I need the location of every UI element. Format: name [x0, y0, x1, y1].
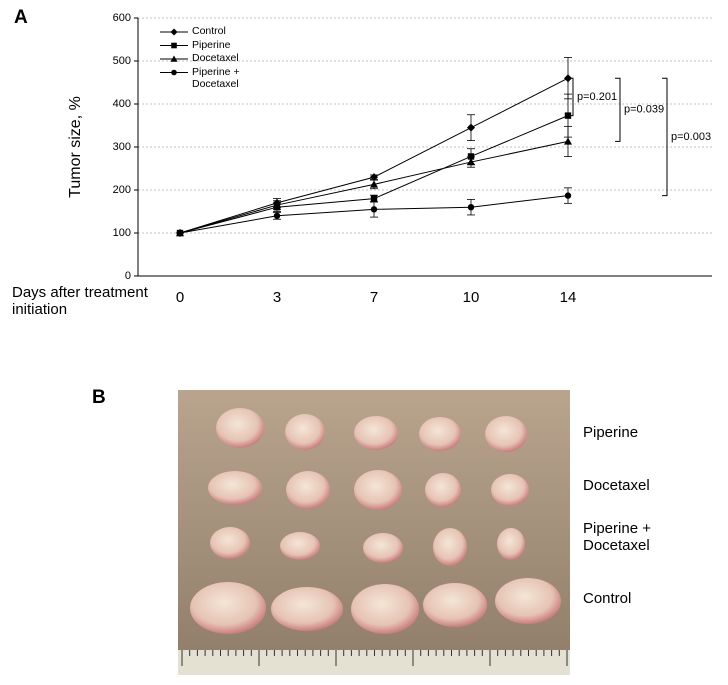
- marker: [370, 206, 378, 213]
- legend-label-box: Docetaxel: [192, 52, 239, 64]
- y-tick-label: 500: [113, 55, 131, 67]
- x-tick-label: 7: [370, 289, 378, 306]
- photo-row-label-box: Piperine + Docetaxel: [583, 520, 651, 555]
- marker: [467, 158, 475, 166]
- marker: [171, 69, 177, 76]
- bracket: [568, 77, 574, 117]
- bracket: [615, 77, 621, 142]
- legend-label: Piperine + Docetaxel: [192, 65, 240, 90]
- marker: [171, 42, 177, 49]
- x-tick-label: 10: [463, 289, 480, 306]
- y-tick-label: 400: [113, 98, 131, 110]
- p-value: p=0.003: [671, 131, 711, 143]
- legend-label: Docetaxel: [192, 52, 239, 64]
- marker: [564, 137, 572, 145]
- photo-row-label-box: Docetaxel: [583, 477, 650, 494]
- legend-label-box: Control: [192, 25, 226, 37]
- photo-row-label: Piperine + Docetaxel: [583, 520, 651, 555]
- marker: [273, 201, 281, 209]
- tumors: [190, 408, 561, 634]
- y-tick-label: 0: [125, 270, 131, 282]
- x-axis-label: Days after treatment initiation: [12, 284, 148, 319]
- x-tick-label: 0: [176, 289, 184, 306]
- marker: [170, 55, 178, 62]
- x-tick-label: 14: [560, 289, 577, 306]
- p-value: p=0.039: [624, 104, 664, 116]
- marker: [370, 195, 378, 202]
- ruler-ticks: [181, 650, 568, 666]
- marker: [273, 212, 281, 219]
- photo: [178, 390, 570, 675]
- marker: [564, 192, 572, 199]
- photo-row-label: Docetaxel: [583, 477, 650, 494]
- bracket: [662, 77, 668, 197]
- y-tick-label: 200: [113, 184, 131, 196]
- legend-label: Control: [192, 25, 226, 37]
- legend-label-box: Piperine + Docetaxel: [192, 65, 240, 90]
- marker: [170, 28, 178, 36]
- photo-row-label: Control: [583, 590, 632, 607]
- marker: [176, 229, 184, 237]
- legend-label: Piperine: [192, 38, 231, 51]
- marker: [467, 123, 475, 132]
- x-tick-label: 3: [273, 289, 281, 306]
- p-value: p=0.201: [577, 91, 617, 103]
- panel-label: A: [14, 7, 28, 28]
- marker: [370, 180, 378, 188]
- marker: [467, 153, 475, 160]
- photo-row-label-box: Piperine: [583, 424, 639, 441]
- photo-row-label: Piperine: [583, 424, 639, 441]
- y-axis-label: Tumor size, %: [67, 96, 84, 198]
- y-tick-label: 100: [113, 227, 131, 239]
- photo-row-label-box: Control: [583, 590, 632, 607]
- x-axis-label-box: Days after treatment initiation: [12, 284, 148, 319]
- panel-label: B: [92, 387, 106, 408]
- marker: [467, 204, 475, 211]
- legend-label-box: Piperine: [192, 38, 231, 51]
- y-tick-label: 600: [113, 12, 131, 24]
- marker: [370, 173, 378, 182]
- y-tick-label: 300: [113, 141, 131, 153]
